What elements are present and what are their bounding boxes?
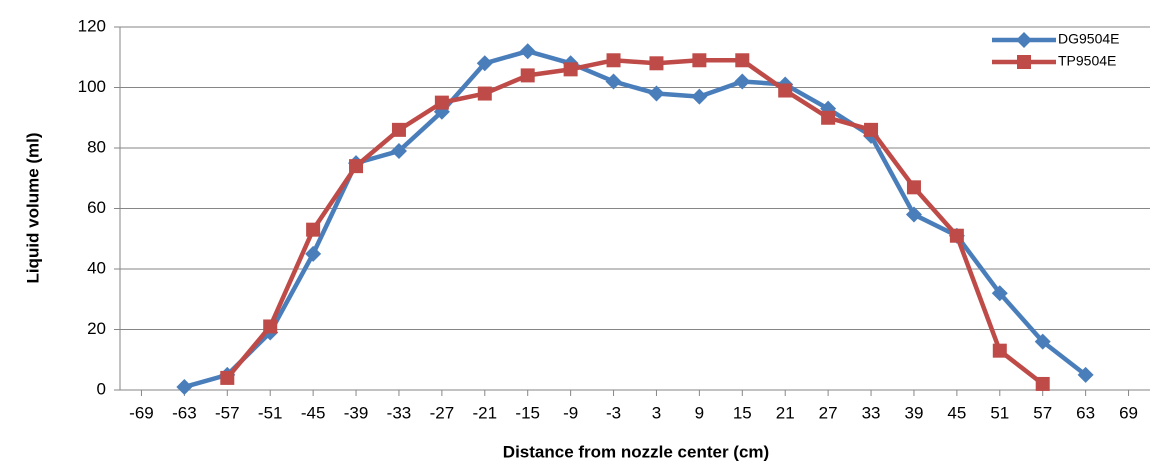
line [225, 58, 1045, 386]
y-tick-label: 100 [78, 77, 106, 96]
marker [906, 180, 921, 195]
x-tick-label: -57 [215, 403, 240, 422]
x-tick-label: 51 [990, 403, 1009, 422]
x-tick-label: 45 [947, 403, 966, 422]
marker [1034, 333, 1051, 350]
marker [605, 73, 622, 90]
x-tick-label: 39 [904, 403, 923, 422]
line [183, 48, 1088, 390]
marker [735, 53, 750, 68]
marker [220, 370, 235, 385]
marker [477, 86, 492, 101]
marker [864, 122, 879, 137]
marker [390, 143, 407, 160]
marker [349, 159, 364, 174]
marker [476, 55, 493, 72]
y-tick-label: 40 [87, 258, 106, 277]
marker [305, 245, 322, 262]
y-tick-label: 0 [97, 379, 106, 398]
legend-label: DG9504E [1058, 31, 1119, 47]
marker [949, 228, 964, 243]
marker [519, 43, 536, 60]
x-tick-label: -3 [606, 403, 621, 422]
x-tick-label: -39 [344, 403, 369, 422]
x-tick-label: 9 [695, 403, 704, 422]
x-tick-label: 21 [776, 403, 795, 422]
x-tick-label: 69 [1119, 403, 1138, 422]
marker [991, 285, 1008, 302]
marker [692, 53, 707, 68]
x-tick-label: 3 [652, 403, 661, 422]
x-axis-title: Distance from nozzle center (cm) [503, 442, 769, 461]
x-tick-label: 33 [862, 403, 881, 422]
marker [821, 110, 836, 125]
marker [778, 83, 793, 98]
marker [905, 206, 922, 223]
marker [1017, 55, 1031, 69]
y-tick-label: 60 [87, 198, 106, 217]
marker [176, 378, 193, 395]
marker [606, 53, 621, 68]
x-tick-label: -63 [172, 403, 197, 422]
x-tick-label: 15 [733, 403, 752, 422]
x-tick-label: -15 [515, 403, 540, 422]
x-tick-label: -45 [301, 403, 326, 422]
marker [263, 319, 278, 334]
y-tick-label: 80 [87, 137, 106, 156]
x-tick-label: -69 [129, 403, 154, 422]
series [220, 53, 1050, 391]
marker [649, 56, 664, 71]
series [176, 43, 1094, 395]
marker [1077, 366, 1094, 383]
legend-label: TP9504E [1058, 53, 1116, 69]
x-tick-label: 27 [819, 403, 838, 422]
x-tick-label: -33 [387, 403, 412, 422]
y-tick-label: 20 [87, 319, 106, 338]
y-tick-label: 120 [78, 16, 106, 35]
x-tick-label: 63 [1076, 403, 1095, 422]
marker [691, 88, 708, 105]
x-tick-label: -27 [430, 403, 455, 422]
x-tick-label: -51 [258, 403, 283, 422]
y-axis-title: Liquid volume (ml) [23, 132, 42, 283]
x-tick-label: 57 [1033, 403, 1052, 422]
marker [563, 62, 578, 77]
marker [1035, 376, 1050, 391]
x-tick-label: -21 [473, 403, 498, 422]
marker [434, 95, 449, 110]
x-tick-label: -9 [563, 403, 578, 422]
marker [520, 68, 535, 83]
marker [1016, 32, 1032, 48]
marker [306, 222, 321, 237]
marker [391, 122, 406, 137]
marker [734, 73, 751, 90]
marker [648, 85, 665, 102]
marker [992, 343, 1007, 358]
